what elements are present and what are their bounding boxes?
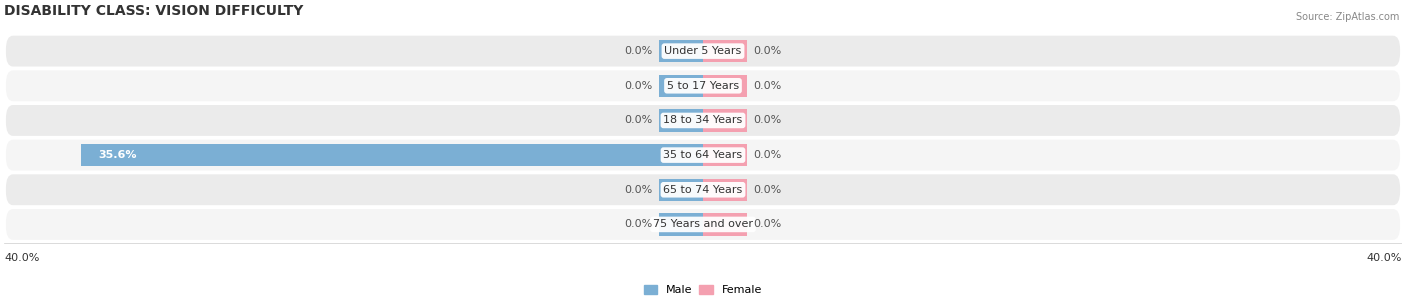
Text: 0.0%: 0.0%: [754, 116, 782, 126]
Text: 0.0%: 0.0%: [754, 219, 782, 230]
Text: 40.0%: 40.0%: [4, 253, 39, 263]
Bar: [703, 178, 747, 201]
Text: 0.0%: 0.0%: [754, 81, 782, 91]
Text: 35.6%: 35.6%: [98, 150, 136, 160]
Bar: [703, 213, 747, 236]
Text: Source: ZipAtlas.com: Source: ZipAtlas.com: [1295, 12, 1399, 22]
Text: 5 to 17 Years: 5 to 17 Years: [666, 81, 740, 91]
Bar: [703, 109, 747, 132]
FancyBboxPatch shape: [6, 70, 1400, 101]
Bar: [703, 74, 747, 97]
Bar: [82, 144, 703, 166]
Bar: [659, 178, 703, 201]
Text: 18 to 34 Years: 18 to 34 Years: [664, 116, 742, 126]
Text: 65 to 74 Years: 65 to 74 Years: [664, 185, 742, 195]
Text: 0.0%: 0.0%: [624, 185, 652, 195]
Legend: Male, Female: Male, Female: [640, 280, 766, 299]
FancyBboxPatch shape: [6, 36, 1400, 67]
FancyBboxPatch shape: [6, 105, 1400, 136]
Text: 40.0%: 40.0%: [1367, 253, 1402, 263]
Text: DISABILITY CLASS: VISION DIFFICULTY: DISABILITY CLASS: VISION DIFFICULTY: [4, 4, 304, 18]
Text: 0.0%: 0.0%: [754, 150, 782, 160]
Bar: [659, 74, 703, 97]
Text: 0.0%: 0.0%: [624, 81, 652, 91]
Text: 75 Years and over: 75 Years and over: [652, 219, 754, 230]
Text: 0.0%: 0.0%: [624, 46, 652, 56]
Text: 0.0%: 0.0%: [624, 116, 652, 126]
Bar: [703, 144, 747, 166]
Text: 35 to 64 Years: 35 to 64 Years: [664, 150, 742, 160]
Bar: [659, 213, 703, 236]
Text: 0.0%: 0.0%: [754, 185, 782, 195]
FancyBboxPatch shape: [6, 209, 1400, 240]
Bar: [703, 40, 747, 62]
Bar: [659, 40, 703, 62]
Text: 0.0%: 0.0%: [754, 46, 782, 56]
FancyBboxPatch shape: [6, 174, 1400, 205]
FancyBboxPatch shape: [6, 140, 1400, 171]
Text: Under 5 Years: Under 5 Years: [665, 46, 741, 56]
Text: 0.0%: 0.0%: [624, 219, 652, 230]
Bar: [659, 109, 703, 132]
